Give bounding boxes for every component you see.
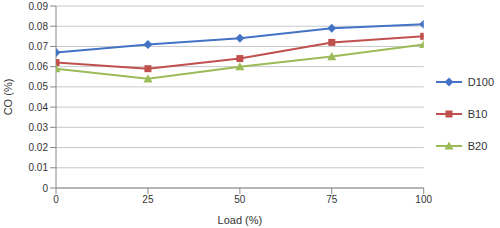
svg-text:Load (%): Load (%) <box>218 214 263 226</box>
svg-text:0.09: 0.09 <box>29 1 49 12</box>
svg-text:0.08: 0.08 <box>29 21 49 32</box>
svg-text:CO (%): CO (%) <box>8 79 14 116</box>
svg-text:100: 100 <box>415 194 432 205</box>
svg-text:75: 75 <box>326 194 338 205</box>
html-text:D100: D100 <box>467 76 494 88</box>
svg-text:0.04: 0.04 <box>29 102 49 113</box>
svg-text:50: 50 <box>234 194 246 205</box>
svg-text:0: 0 <box>42 183 48 194</box>
html-text:B20: B20 <box>467 140 488 152</box>
svg-text:25: 25 <box>142 194 154 205</box>
svg-text:0: 0 <box>53 194 59 205</box>
svg-text:0.03: 0.03 <box>29 122 49 133</box>
html-text:B10: B10 <box>467 108 488 120</box>
svg-text:0.02: 0.02 <box>29 142 49 153</box>
svg-text:0.07: 0.07 <box>29 41 49 52</box>
svg-text:0.05: 0.05 <box>29 81 49 92</box>
svg-text:0.01: 0.01 <box>29 162 49 173</box>
svg-text:0.06: 0.06 <box>29 61 49 72</box>
